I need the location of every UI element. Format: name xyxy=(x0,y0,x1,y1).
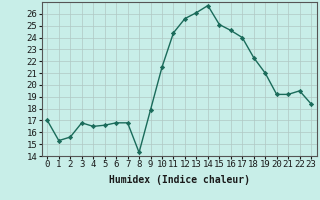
X-axis label: Humidex (Indice chaleur): Humidex (Indice chaleur) xyxy=(109,175,250,185)
